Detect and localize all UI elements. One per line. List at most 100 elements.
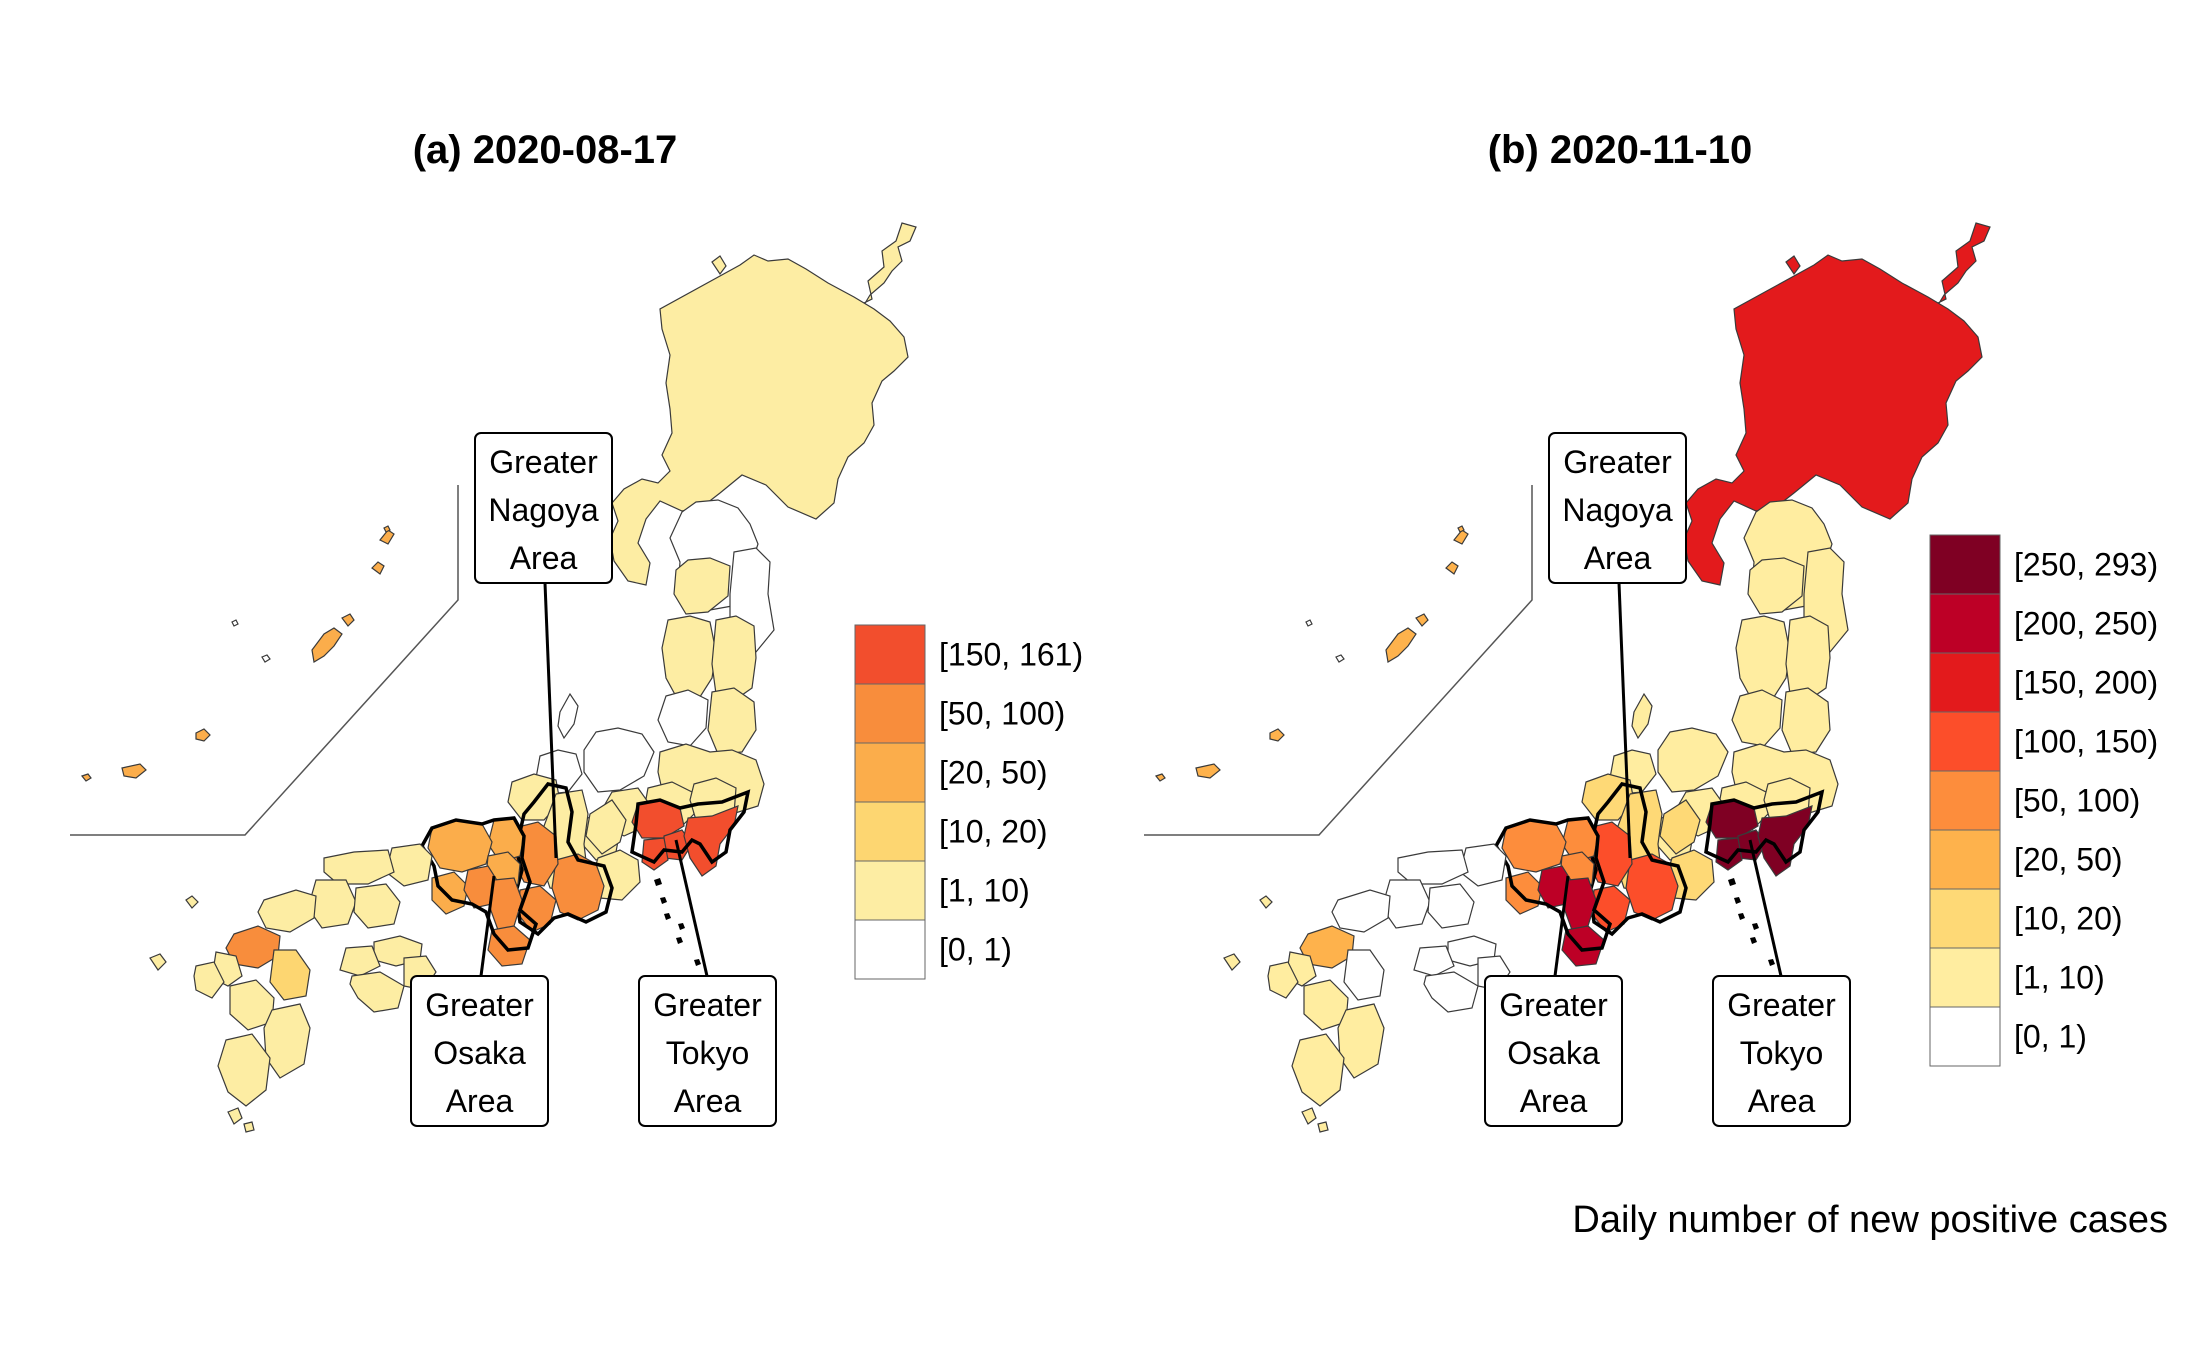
island-shape <box>676 937 683 944</box>
prefecture-kyushu <box>263 1003 311 1079</box>
callout-leader-line <box>1617 582 1632 859</box>
prefecture-kinki <box>431 871 469 915</box>
callout-label-line: Tokyo <box>1740 1035 1824 1071</box>
inset-separator <box>1144 485 1533 836</box>
prefecture-hokkaido <box>1925 222 1991 326</box>
prefecture-chugoku <box>1459 843 1507 887</box>
prefecture-kyushu <box>1317 1121 1329 1133</box>
island-shape <box>1734 897 1741 904</box>
prefecture-tohoku-south <box>1781 687 1831 755</box>
island-shape <box>261 654 271 663</box>
prefecture-shikoku <box>349 971 405 1013</box>
prefecture-hokkaido <box>851 222 917 326</box>
prefecture-shape <box>489 877 523 931</box>
legend-label: [150, 200) <box>2014 665 2158 701</box>
island-shape <box>231 619 239 627</box>
prefecture-hokuriku <box>557 692 579 740</box>
prefecture-kyushu <box>243 1121 255 1133</box>
prefecture-kyushu <box>1337 1003 1385 1079</box>
island-shape <box>1305 619 1313 627</box>
legend-swatch <box>1929 829 2001 890</box>
callout-label-line: Area <box>446 1083 514 1119</box>
japan-map <box>70 222 917 1133</box>
callout-label-line: Greater <box>425 987 534 1023</box>
legend-swatch <box>854 860 926 921</box>
prefecture-kyushu <box>185 895 199 909</box>
callout-label-line: Tokyo <box>666 1035 750 1071</box>
metro-area-outline <box>419 816 539 952</box>
prefecture-shape <box>1445 561 1459 575</box>
prefecture-tohoku-south <box>1785 615 1831 703</box>
legend-label: [0, 1) <box>939 932 1012 968</box>
callout-box <box>1484 975 1623 1127</box>
legend-swatch <box>1929 652 2001 713</box>
prefecture-hokuriku <box>583 727 655 793</box>
prefecture-shape <box>641 837 669 871</box>
callout-label-line: Greater <box>1499 987 1608 1023</box>
prefecture-shape <box>311 627 343 663</box>
callout-greater-tokyo-area: Greater Tokyo Area <box>1712 839 1851 1127</box>
legend-swatch <box>1929 534 2001 595</box>
prefecture-chugoku <box>353 883 401 929</box>
callout-leader-line <box>543 582 558 859</box>
callout-box <box>1712 975 1851 1127</box>
callout-label-line: Nagoya <box>1562 492 1673 528</box>
prefecture-fukuoka <box>225 925 281 969</box>
prefecture-shape <box>1625 853 1679 921</box>
prefecture-tohoku-south <box>673 557 731 615</box>
legend-swatch <box>854 801 926 862</box>
inset-separator <box>70 485 459 836</box>
legend-swatch <box>854 742 926 803</box>
legend-label: [0, 1) <box>2014 1019 2087 1055</box>
legend-label: [50, 100) <box>2014 783 2140 819</box>
prefecture-chugoku <box>385 843 433 887</box>
prefecture-shape <box>379 529 395 545</box>
prefecture-shape <box>1154 773 1166 782</box>
prefecture-shape <box>1715 837 1743 871</box>
map-panel-a: (a) 2020-08-17 <box>70 128 917 1133</box>
legend-swatch <box>1929 888 2001 949</box>
legend: [250, 293) [200, 250) [150, 200) [100, 150)… <box>1929 534 2158 1067</box>
prefecture-shape <box>1561 925 1605 967</box>
prefecture-okinawa <box>80 525 395 782</box>
prefecture-hokkaido <box>609 254 909 586</box>
legend-label: [150, 161) <box>939 637 1083 673</box>
island-shape <box>1728 878 1736 886</box>
prefecture-shape <box>341 613 355 627</box>
callout-label-line: Area <box>1748 1083 1816 1119</box>
prefecture-shape <box>1195 763 1221 779</box>
prefecture-kinki <box>1505 871 1543 915</box>
prefecture-tohoku-south <box>707 687 757 755</box>
metro-area-outline <box>1493 816 1613 952</box>
prefecture-hokkaido <box>1785 255 1801 276</box>
japan-map <box>1144 222 1991 1133</box>
legend-swatch <box>1929 770 2001 831</box>
prefecture-hokkaido <box>1683 254 1983 586</box>
prefecture-kyushu <box>227 1107 243 1125</box>
prefecture-tokyo <box>1705 799 1813 877</box>
callout-label-line: Greater <box>489 444 598 480</box>
legend-swatch <box>1929 947 2001 1008</box>
prefecture-shape <box>383 525 391 533</box>
legend-label: [1, 10) <box>2014 960 2105 996</box>
island-shape <box>1750 937 1757 944</box>
prefecture-chugoku <box>257 889 317 933</box>
metro-area-outline <box>630 789 751 865</box>
figure-caption: Daily number of new positive cases <box>1572 1199 2168 1241</box>
island-shape <box>678 923 685 930</box>
prefecture-kyushu <box>1301 1107 1317 1125</box>
legend-label: [10, 20) <box>2014 901 2123 937</box>
island-shape <box>664 913 671 920</box>
callout-leader-line <box>674 839 709 977</box>
callout-leader-line <box>1553 875 1570 977</box>
prefecture-kyushu <box>1267 961 1299 999</box>
prefecture-shape <box>80 773 92 782</box>
prefecture-hokuriku <box>1631 692 1653 740</box>
prefecture-tohoku-south <box>1735 615 1791 701</box>
prefecture-osaka <box>1537 865 1605 967</box>
legend-label: [20, 50) <box>2014 842 2123 878</box>
metro-area-outline <box>1704 789 1825 865</box>
island-shape <box>1768 959 1775 966</box>
prefecture-shape <box>371 561 385 575</box>
